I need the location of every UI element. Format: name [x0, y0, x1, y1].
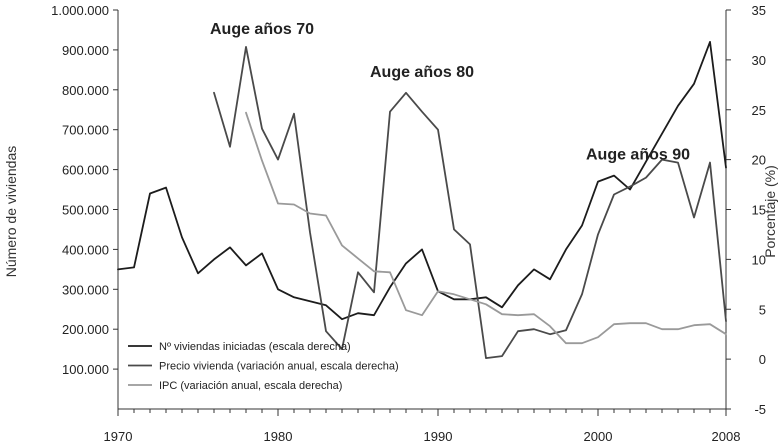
legend-label: IPC (variación anual, escala derecha): [159, 380, 342, 392]
annotation-label: Auge años 90: [586, 147, 690, 164]
y-left-tick-label: 200.000: [62, 322, 109, 337]
y-left-tick-label: 100.000: [62, 362, 109, 377]
legend: Nº viviendas iniciadas (escala derecha) P…: [128, 341, 399, 392]
series-line-1: [117, 41, 727, 321]
y-left-tick-label: 700.000: [62, 123, 109, 138]
y-right-axis-title: Porcentaje (%): [762, 165, 778, 258]
series-layer: [117, 41, 727, 360]
annotation-label: Auge años 80: [370, 64, 474, 81]
y-left-tick-label: 1.000.000: [51, 3, 109, 18]
y-right-tick-label: 0: [759, 352, 766, 367]
y-left-axis-title: Número de viviendas: [3, 146, 19, 278]
legend-label: Nº viviendas iniciadas (escala derecha): [159, 341, 351, 353]
annotation-label: Auge años 70: [210, 21, 314, 38]
x-tick-label: 1990: [424, 429, 453, 444]
series-line-2: [213, 46, 727, 360]
y-left-tick-label: 400.000: [62, 242, 109, 257]
y-left-tick-label: 300.000: [62, 282, 109, 297]
y-left-tick-label: 500.000: [62, 203, 109, 218]
legend-label: Precio vivienda (variación anual, escala…: [159, 361, 399, 373]
x-tick-label: 2008: [712, 429, 741, 444]
y-left-tick-label: 600.000: [62, 163, 109, 178]
y-left-tick-label: 800.000: [62, 83, 109, 98]
y-right-tick-label: 5: [759, 302, 766, 317]
series-line-3: [245, 111, 727, 345]
axes: 100.000 200.000 300.000 400.000 500.000 600.0…: [3, 3, 778, 444]
x-tick-label: 1980: [264, 429, 293, 444]
y-right-tick-label: 20: [752, 153, 766, 168]
y-right-tick-label: 10: [752, 252, 766, 267]
annotation-layer: Auge años 70 Auge años 80 Auge años 90: [210, 21, 690, 164]
y-right-tick-label: -5: [754, 402, 766, 417]
x-tick-label: 2000: [584, 429, 613, 444]
y-right-tick-label: 30: [752, 53, 766, 68]
y-right-tick-label: 25: [752, 103, 766, 118]
y-right-tick-label: 15: [752, 203, 766, 218]
y-left-tick-label: 900.000: [62, 43, 109, 58]
y-right-tick-label: 35: [752, 3, 766, 18]
x-tick-label: 1970: [104, 429, 133, 444]
